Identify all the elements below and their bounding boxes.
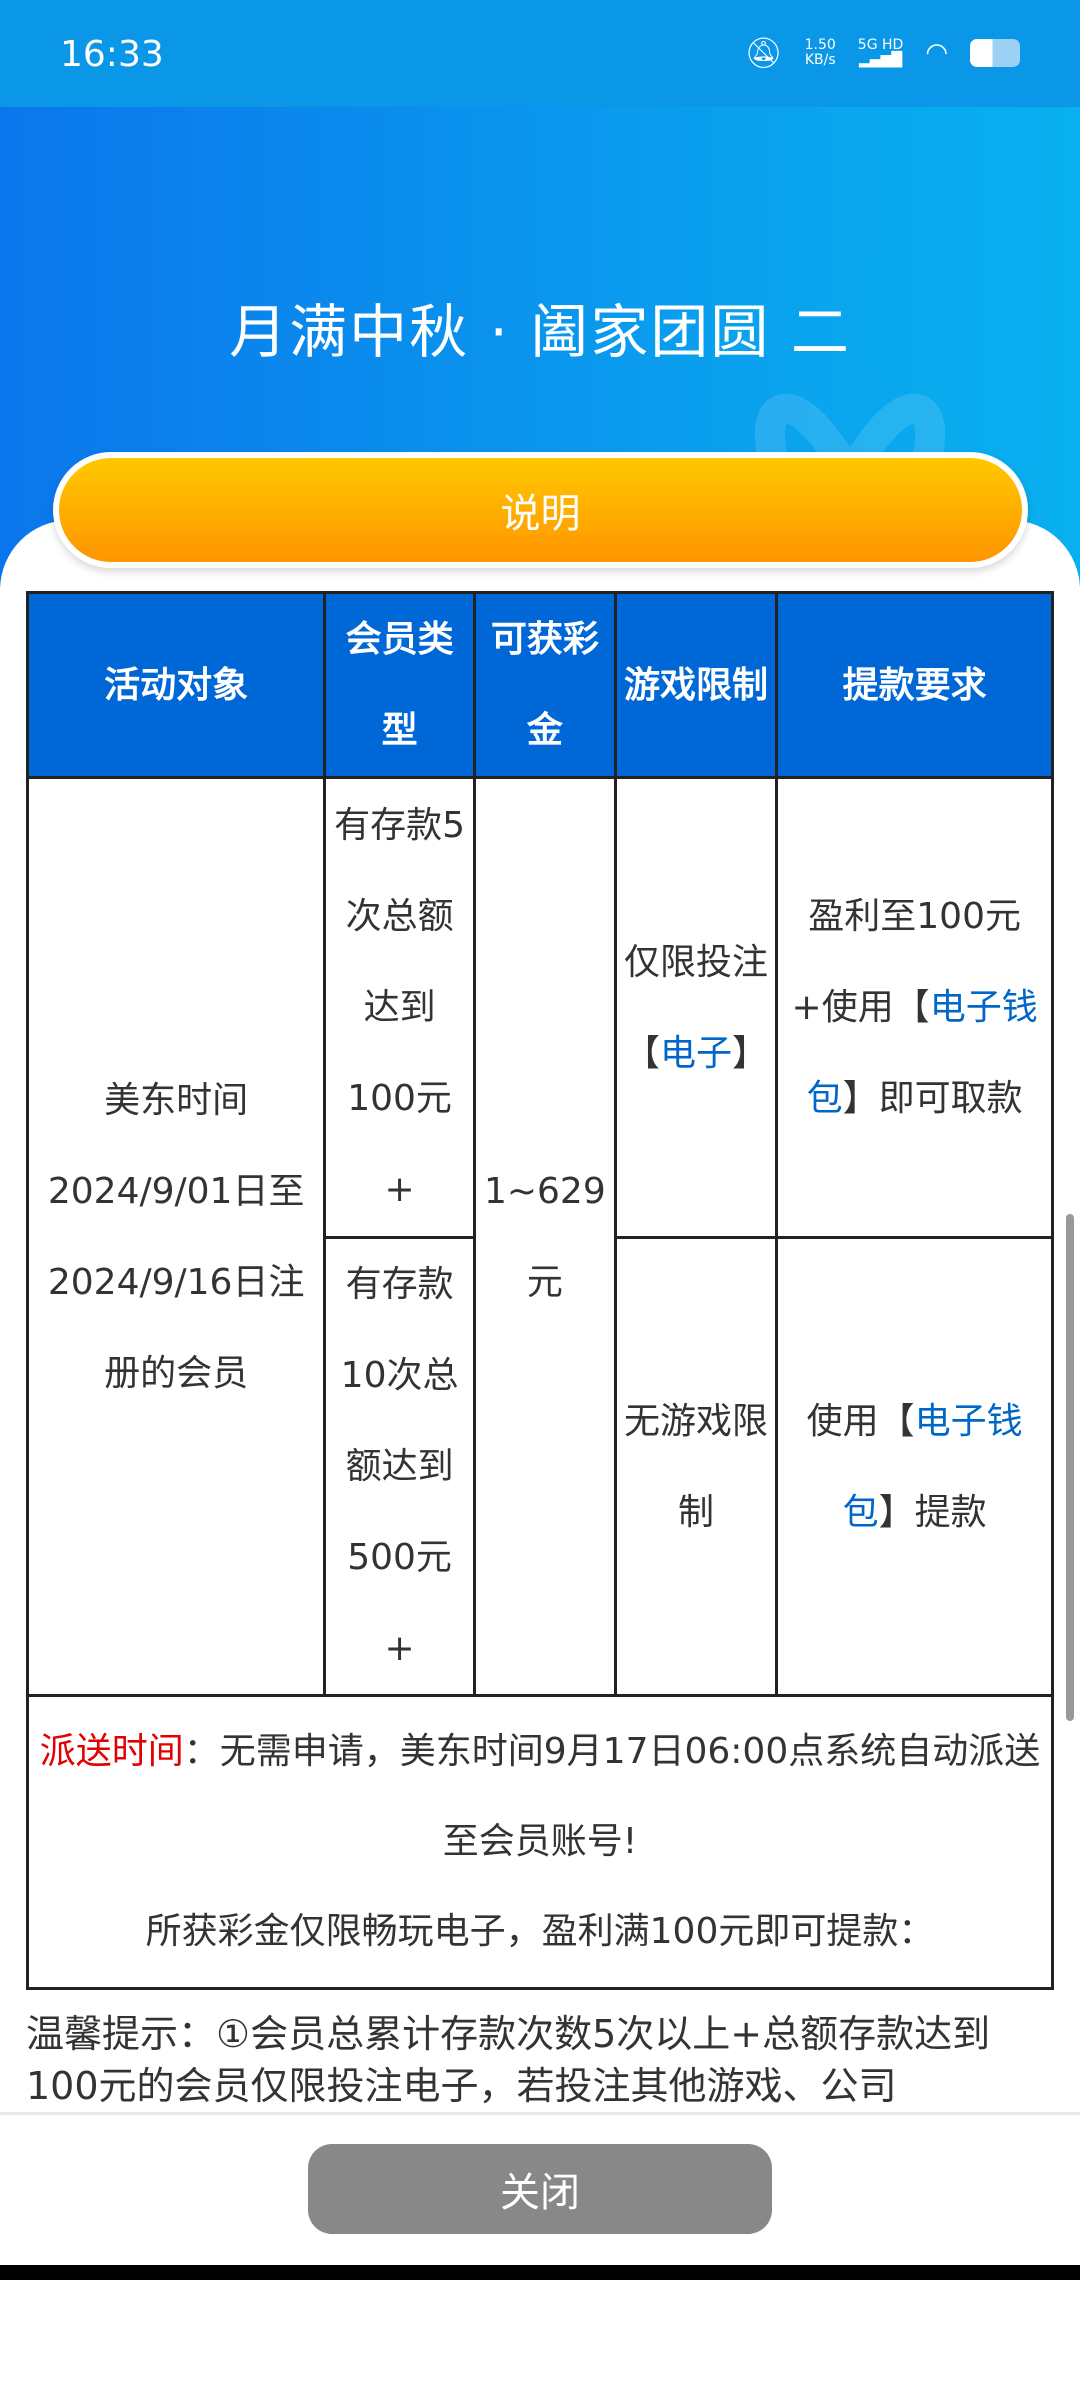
header-target: 活动对象 xyxy=(25,591,327,779)
target-cell: 美东时间2024/9/01日至2024/9/16日注册的会员 xyxy=(25,776,327,1697)
net-speed-value: 1.50 xyxy=(804,37,836,53)
mute-bell-icon: 🔕︎ xyxy=(744,35,783,71)
battery-icon xyxy=(970,39,1020,67)
withdraw-text-end: 】提款 xyxy=(878,1491,987,1533)
network-type: 5G HD xyxy=(857,37,904,53)
explain-button[interactable]: 说明 xyxy=(53,452,1028,568)
table-row: 美东时间2024/9/01日至2024/9/16日注册的会员 有存款5次总额达到… xyxy=(25,776,1054,1697)
header-game-limit: 游戏限制 xyxy=(613,591,779,779)
header-withdraw: 提款要求 xyxy=(775,591,1054,779)
delivery-text: ：无需申请，美东时间9月17日06:00点系统自动派送至会员账号! xyxy=(183,1731,1041,1862)
withdraw-text: 使用【 xyxy=(806,1400,915,1442)
net-speed: 1.50 KB/s xyxy=(805,38,836,68)
bottom-bar: 关闭 xyxy=(0,2112,1080,2262)
table-footer-row: 派送时间：无需申请，美东时间9月17日06:00点系统自动派送至会员账号! 所获… xyxy=(26,1694,1054,1990)
signal-icon: 5G HD ▂▄▆█ xyxy=(857,37,904,68)
table-header-row: 活动对象 会员类型 可获彩金 游戏限制 提款要求 xyxy=(25,591,1054,779)
delivery-note: 所获彩金仅限畅玩电子，盈利满100元即可提款： xyxy=(145,1911,935,1952)
tips-text: 温馨提示：①会员总累计存款次数5次以上+总额存款达到100元的会员仅限投注电子，… xyxy=(26,2012,991,2108)
withdraw-text: 盈利至100元+使用【 xyxy=(791,896,1021,1028)
withdraw-cell: 使用【电子钱包】提款 xyxy=(775,1236,1054,1697)
bonus-cell: 1~629元 xyxy=(472,776,617,1697)
game-limit-cell: 仅限投注【电子】 xyxy=(613,776,779,1239)
member-type-cell: 有存款10次总额达到500元+ xyxy=(323,1236,476,1697)
game-text-end: 】 xyxy=(732,1032,769,1074)
status-bar: 16:33 🔕︎ 1.50 KB/s 5G HD ▂▄▆█ ◠ xyxy=(0,0,1080,107)
scrollbar[interactable] xyxy=(1066,1214,1074,1721)
navigation-bar xyxy=(0,2265,1080,2280)
game-limit-cell: 无游戏限制 xyxy=(613,1236,779,1697)
wallet-link[interactable]: 电子钱包 xyxy=(842,1400,1023,1533)
wifi-icon: ◠ xyxy=(925,37,948,68)
wallet-link[interactable]: 电子钱包 xyxy=(806,987,1038,1119)
member-type-cell: 有存款5次总额达到100元+ xyxy=(323,776,476,1239)
close-button[interactable]: 关闭 xyxy=(308,2144,772,2234)
withdraw-text-end: 】即可取款 xyxy=(842,1078,1023,1119)
clock: 16:33 xyxy=(60,34,164,75)
page-title: 月满中秋 · 阖家团圆 二 xyxy=(229,298,851,366)
net-speed-unit: KB/s xyxy=(804,52,836,68)
header-member-type: 会员类型 xyxy=(323,591,476,779)
delivery-cell: 派送时间：无需申请，美东时间9月17日06:00点系统自动派送至会员账号! 所获… xyxy=(26,1694,1054,1990)
withdraw-cell: 盈利至100元+使用【电子钱包】即可取款 xyxy=(775,776,1054,1239)
promo-table: 活动对象 会员类型 可获彩金 游戏限制 提款要求 美东时间2024/9/01日至… xyxy=(25,591,1054,1990)
table-row: 有存款10次总额达到500元+ 无游戏限制 使用【电子钱包】提款 xyxy=(28,1236,1054,1697)
delivery-label: 派送时间 xyxy=(39,1731,184,1772)
game-text: 仅限投注【 xyxy=(624,941,769,1074)
game-link[interactable]: 电子 xyxy=(660,1032,733,1074)
header-bonus: 可获彩金 xyxy=(472,591,617,779)
